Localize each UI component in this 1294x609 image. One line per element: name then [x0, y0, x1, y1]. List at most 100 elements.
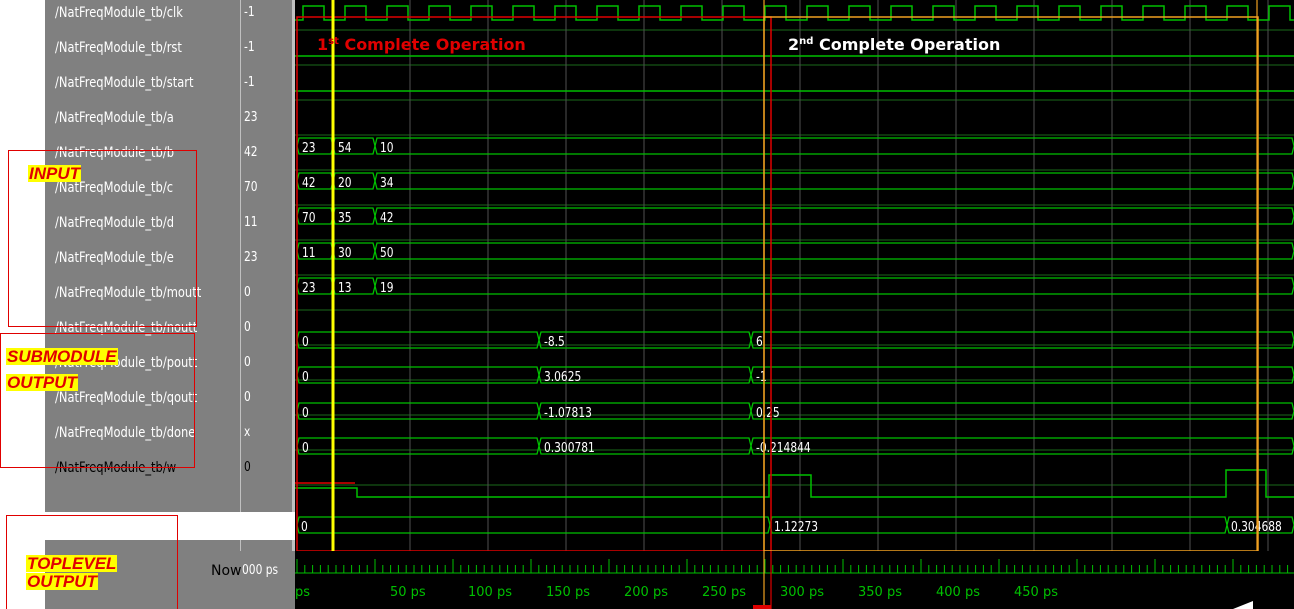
now-label: Now — [211, 563, 242, 579]
signal-value-start: -1 — [244, 75, 255, 90]
bus-moutt-segment — [538, 331, 752, 349]
time-axis-label: 100 ps — [468, 585, 512, 600]
bus-c-segment — [374, 207, 1294, 225]
signal-names-pane[interactable] — [45, 0, 240, 609]
signal-name-noutt[interactable]: /NatFreqModule_tb/noutt — [55, 320, 198, 336]
toplevel-annotation-line1: TOPLEVEL — [26, 554, 118, 573]
input-annotation-label: INPUT — [28, 164, 81, 183]
bus-a-segment-value: 54 — [338, 140, 352, 155]
bus-qoutt-segment — [538, 437, 752, 455]
op2-label: 2nd Complete Operation — [788, 35, 1000, 54]
time-axis-label: 400 ps — [936, 585, 980, 600]
op1-box — [296, 16, 772, 551]
bus-moutt-segment-value: 6 — [756, 334, 763, 349]
bus-b-segment-value: 42 — [302, 175, 316, 190]
time-axis-label: 350 ps — [858, 585, 902, 600]
selected-row-highlight — [45, 512, 295, 540]
bus-moutt-segment — [750, 331, 1294, 349]
bus-d-segment-value: 11 — [302, 245, 316, 260]
bus-e-segment-value: 19 — [380, 280, 394, 295]
bus-noutt-segment-value: 3.0625 — [544, 369, 581, 384]
op2-box — [763, 16, 1259, 551]
signal-name-clk[interactable]: /NatFreqModule_tb/clk — [55, 5, 183, 21]
bus-a-segment-value: 23 — [302, 140, 316, 155]
bus-noutt-segment — [750, 366, 1294, 384]
time-axis-label: 50 ps — [390, 585, 426, 600]
submodule-annotation-box — [0, 333, 195, 468]
bus-b-segment-value: 20 — [338, 175, 352, 190]
time-axis-label: 450 ps — [1014, 585, 1058, 600]
bus-w-segment — [769, 516, 1228, 534]
signal-name-start[interactable]: /NatFreqModule_tb/start — [55, 75, 194, 91]
bus-d-segment — [374, 242, 1294, 260]
bus-e-segment — [374, 277, 1294, 295]
bus-e-segment-value: 13 — [338, 280, 352, 295]
bus-w-segment-value: 0 — [301, 519, 308, 534]
bus-d-segment-value: 30 — [338, 245, 352, 260]
bus-poutt-segment-value: -1.07813 — [544, 405, 592, 420]
bus-moutt-segment-value: 0 — [302, 334, 309, 349]
bus-e-segment-value: 23 — [302, 280, 316, 295]
waveform-pane[interactable]: 23 54 10 42 20 34 70 35 42 11 30 50 23 13 19 0 -8.5 6 0 3.0… — [295, 0, 1294, 551]
bus-poutt-segment — [538, 402, 752, 420]
bus-d-segment-value: 50 — [380, 245, 394, 260]
submodule-annotation-line2: OUTPUT — [6, 373, 78, 392]
bus-noutt-segment-value: -1 — [756, 369, 767, 384]
time-axis-label: 300 ps — [780, 585, 824, 600]
signal-name-rst[interactable]: /NatFreqModule_tb/rst — [55, 40, 182, 56]
bus-qoutt-segment-value: 0 — [302, 440, 309, 455]
bus-qoutt-segment-value: 0.300781 — [544, 440, 595, 455]
signal-name-qoutt[interactable]: /NatFreqModule_tb/qoutt — [55, 390, 198, 406]
signal-value-d: 11 — [244, 215, 258, 230]
signal-value-poutt: 0 — [244, 355, 251, 370]
signal-name-b[interactable]: /NatFreqModule_tb/b — [55, 145, 175, 161]
bus-a-segment — [374, 137, 1294, 155]
signal-value-e: 23 — [244, 250, 258, 265]
submodule-annotation-line1: SUBMODULE — [6, 347, 118, 366]
signal-name-e[interactable]: /NatFreqModule_tb/e — [55, 250, 174, 266]
bus-qoutt-segment-value: -0.214844 — [756, 440, 811, 455]
signal-value-noutt: 0 — [244, 320, 251, 335]
now-marker — [753, 605, 771, 609]
bus-w-segment — [296, 516, 771, 534]
signal-name-a[interactable]: /NatFreqModule_tb/a — [55, 110, 174, 126]
bus-poutt-segment — [750, 402, 1294, 420]
op1-label: 1st Complete Operation — [317, 35, 526, 54]
signal-value-a: 23 — [244, 110, 258, 125]
bus-b-segment — [374, 172, 1294, 190]
bus-noutt-segment — [538, 366, 752, 384]
done-waveform — [295, 469, 1294, 498]
time-axis[interactable]: ps 50 ps 100 ps 150 ps 200 ps 250 ps 300 ps 350… — [295, 551, 1294, 609]
clk-waveform — [295, 5, 1294, 21]
time-axis-label: 150 ps — [546, 585, 590, 600]
signal-value-qoutt: 0 — [244, 390, 251, 405]
bus-c-segment-value: 35 — [338, 210, 352, 225]
scroll-handle — [1233, 601, 1253, 609]
signal-name-done[interactable]: /NatFreqModule_tb/done — [55, 425, 196, 441]
signal-values-pane[interactable] — [240, 0, 293, 609]
bus-w-segment — [1226, 516, 1294, 534]
bus-c-segment-value: 70 — [302, 210, 316, 225]
bus-a-segment-value: 10 — [380, 140, 394, 155]
now-value: 000 ps — [242, 563, 279, 578]
pane-splitter[interactable] — [292, 0, 295, 609]
signal-name-c[interactable]: /NatFreqModule_tb/c — [55, 180, 174, 196]
bus-moutt-segment-value: -8.5 — [544, 334, 565, 349]
signal-name-d[interactable]: /NatFreqModule_tb/d — [55, 215, 175, 231]
bus-poutt-segment-value: 0 — [302, 405, 309, 420]
time-axis-label: ps — [295, 585, 310, 600]
signal-name-w[interactable]: /NatFreqModule_tb/w — [55, 460, 177, 476]
signal-name-moutt[interactable]: /NatFreqModule_tb/moutt — [55, 285, 202, 301]
time-axis-label: 250 ps — [702, 585, 746, 600]
bus-qoutt-segment — [750, 437, 1294, 455]
signal-value-w: 0 — [244, 460, 251, 475]
time-axis-pane[interactable]: ps 50 ps 100 ps 150 ps 200 ps 250 ps 300 ps 350… — [295, 551, 1294, 609]
toplevel-annotation-box — [6, 515, 178, 609]
toplevel-annotation-line2: OUTPUT — [26, 572, 98, 591]
signal-value-c: 70 — [244, 180, 258, 195]
signal-value-b: 42 — [244, 145, 258, 160]
signal-value-moutt: 0 — [244, 285, 251, 300]
waveform-canvas[interactable]: 23 54 10 42 20 34 70 35 42 11 30 50 23 13 19 0 -8.5 6 0 3.0… — [295, 0, 1294, 551]
bus-b-segment-value: 34 — [380, 175, 394, 190]
